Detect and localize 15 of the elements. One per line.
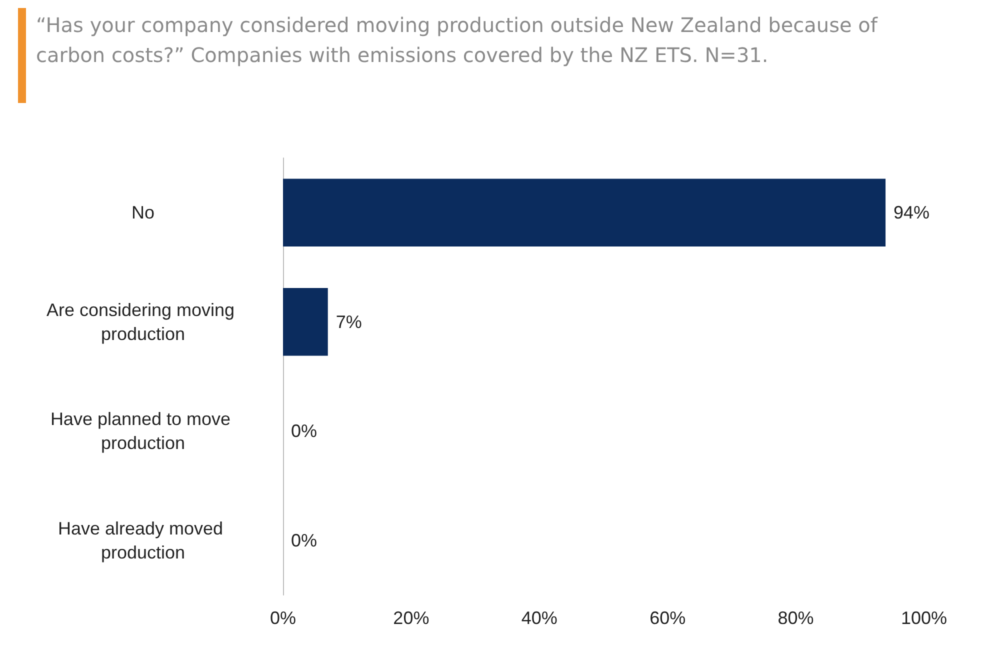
data-label: 94% [894,202,930,223]
x-tick-label: 40% [521,608,558,628]
chart-title: “Has your company considered moving production outside New Zealand because of carbon costs?” Companies with emissions covered by the NZ ETS. N=31. [36,12,879,69]
data-label: 0% [291,530,318,550]
x-tick-label: 80% [778,608,814,628]
data-label: 0% [291,421,318,442]
data-label: 7% [336,312,362,332]
y-tick-label: No [131,202,155,223]
x-tick-label: 20% [393,608,430,628]
y-tick-label: Have planned to move production [50,409,236,454]
x-tick-label: 100% [900,608,948,628]
y-tick-label: Have already moved production [58,518,228,562]
x-tick-label: 60% [650,608,686,628]
y-tick-label: Are considering moving production [46,300,240,344]
x-tick-label: 0% [270,608,296,628]
